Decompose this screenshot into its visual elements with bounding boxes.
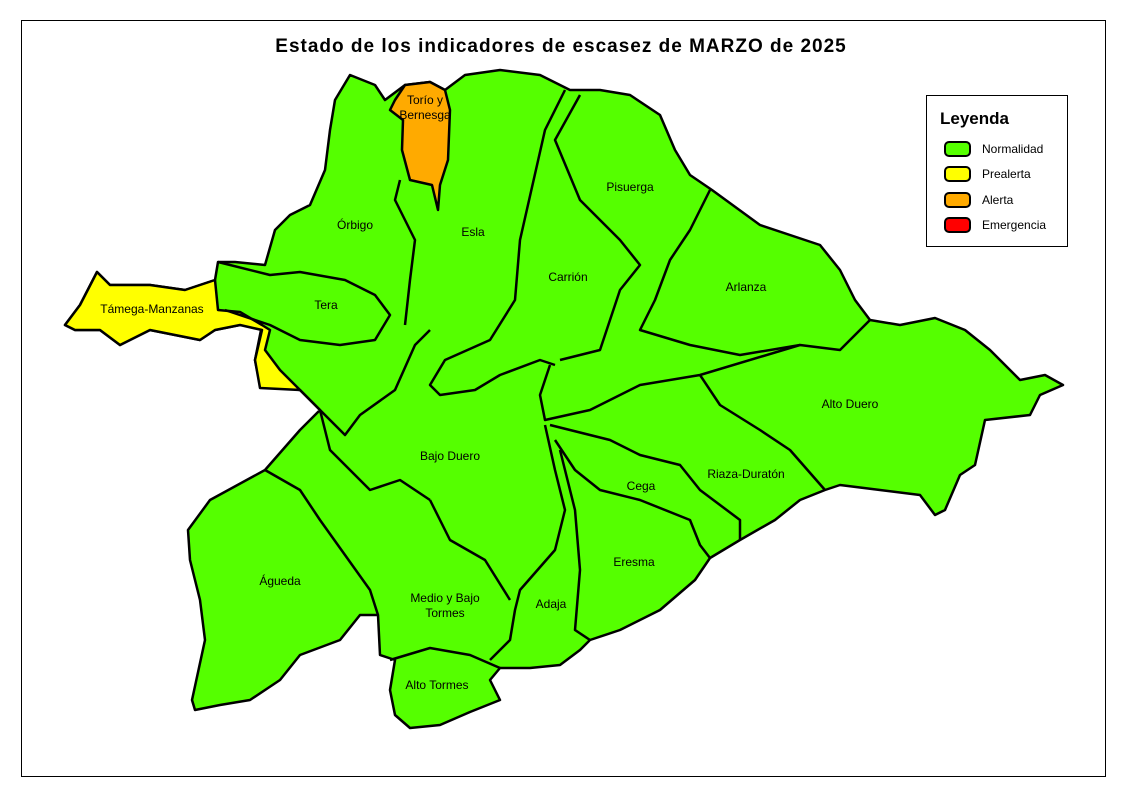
- region-label: Tormes: [425, 606, 464, 620]
- legend: Leyenda Normalidad Prealerta Alerta Emer…: [926, 95, 1068, 247]
- boundary: [264, 468, 380, 616]
- boundary: [553, 439, 711, 559]
- legend-item-alerta: Alerta: [944, 190, 1013, 210]
- legend-swatch: [944, 166, 971, 182]
- map-title: Estado de los indicadores de escasez de …: [275, 36, 847, 57]
- boundary: [489, 424, 567, 661]
- region-label: Carrión: [548, 270, 587, 284]
- boundary: [549, 423, 742, 540]
- legend-label: Alerta: [982, 193, 1014, 207]
- region-label: Eresma: [613, 555, 655, 569]
- region-label: Riaza-Duratón: [707, 467, 784, 481]
- map-frame: [21, 20, 1106, 777]
- boundary: [299, 329, 431, 437]
- legend-swatch: [944, 217, 971, 233]
- region-label: Bernesga: [399, 108, 451, 122]
- boundary: [393, 179, 417, 326]
- region-label: Cega: [627, 479, 656, 493]
- legend-swatch: [944, 141, 971, 157]
- boundary: [428, 499, 512, 601]
- boundary: [638, 189, 871, 357]
- region-label: Bajo Duero: [420, 449, 480, 463]
- region-label: Alto Duero: [822, 397, 879, 411]
- legend-label: Normalidad: [982, 142, 1044, 156]
- boundary: [428, 89, 567, 397]
- legend-item-normalidad: Normalidad: [944, 139, 1043, 159]
- boundary: [318, 409, 431, 502]
- region-label: Tera: [314, 298, 338, 312]
- region-label: Órbigo: [337, 217, 373, 232]
- boundary: [553, 94, 642, 362]
- boundary: [217, 260, 392, 347]
- region-tamega-manzanas[interactable]: [63, 270, 302, 392]
- boundary: [558, 449, 591, 642]
- region-label: Águeda: [259, 573, 301, 588]
- boundary: [389, 646, 501, 670]
- region-torio-bernesga[interactable]: [388, 80, 452, 212]
- region-label: Alto Tormes: [405, 678, 468, 692]
- region-label: Pisuerga: [606, 180, 654, 194]
- region-label: Esla: [461, 225, 485, 239]
- region-label: Arlanza: [726, 280, 767, 294]
- region-label: Támega-Manzanas: [100, 302, 203, 316]
- region-label: Adaja: [536, 597, 567, 611]
- region-label: Medio y Bajo: [410, 591, 480, 605]
- legend-label: Emergencia: [982, 218, 1047, 232]
- boundary: [698, 374, 826, 491]
- legend-title: Leyenda: [940, 109, 1009, 128]
- region-label: Torío y: [407, 93, 443, 107]
- duero-basin-outline: [63, 68, 1065, 730]
- legend-swatch: [944, 192, 971, 208]
- legend-item-prealerta: Prealerta: [944, 164, 1031, 184]
- legend-item-emergencia: Emergencia: [944, 215, 1046, 235]
- legend-label: Prealerta: [982, 167, 1031, 181]
